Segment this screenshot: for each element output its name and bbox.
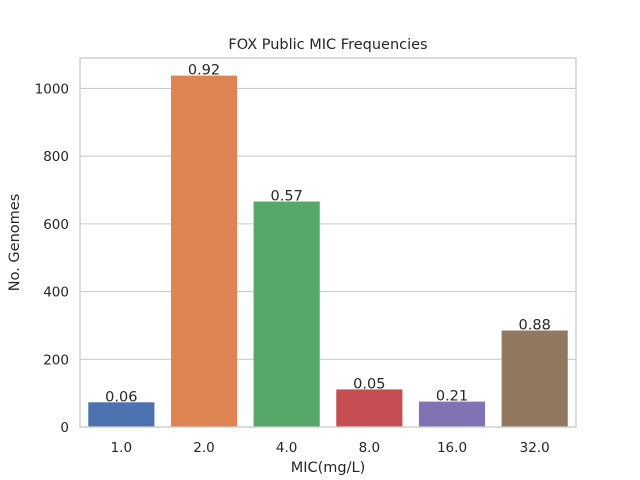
bar-1.0 <box>88 402 155 427</box>
y-axis-label: No. Genomes <box>7 194 23 292</box>
y-tick-label: 1000 <box>35 81 69 97</box>
x-tick-label: 1.0 <box>111 440 132 456</box>
x-tick-labels: 1.0 2.0 4.0 8.0 16.0 32.0 <box>111 440 550 456</box>
y-tick-label: 200 <box>43 352 69 368</box>
x-tick-label: 2.0 <box>193 440 214 456</box>
bar-2.0 <box>170 75 238 427</box>
y-tick-label: 600 <box>43 217 69 233</box>
bar-value-label: 0.06 <box>105 389 137 405</box>
plot-frame <box>79 57 577 428</box>
y-tick-label: 0 <box>60 420 69 436</box>
x-tick-label: 16.0 <box>437 440 467 456</box>
x-tick-label: 32.0 <box>520 440 550 456</box>
bar-32.0 <box>501 330 568 427</box>
bar-4.0 <box>253 201 320 427</box>
bar-value-labels: 0.06 0.92 0.57 0.05 0.21 0.88 <box>105 63 551 406</box>
y-tick-labels: 0 200 400 600 800 1000 <box>35 81 69 436</box>
bar-value-label: 0.92 <box>188 63 220 79</box>
y-tick-label: 400 <box>43 285 69 301</box>
y-tick-label: 800 <box>43 149 69 165</box>
x-tick-label: 8.0 <box>359 440 380 456</box>
bar-value-label: 0.05 <box>353 376 385 392</box>
bar-16.0 <box>418 401 486 427</box>
bar-value-label: 0.57 <box>271 189 303 205</box>
bar-value-label: 0.21 <box>436 389 468 405</box>
x-axis-label: MIC(mg/L) <box>291 460 366 476</box>
chart-title: FOX Public MIC Frequencies <box>228 37 427 53</box>
bar-8.0 <box>336 389 403 427</box>
bar-value-label: 0.88 <box>519 318 551 334</box>
x-tick-label: 4.0 <box>276 440 297 456</box>
bars <box>88 75 568 427</box>
